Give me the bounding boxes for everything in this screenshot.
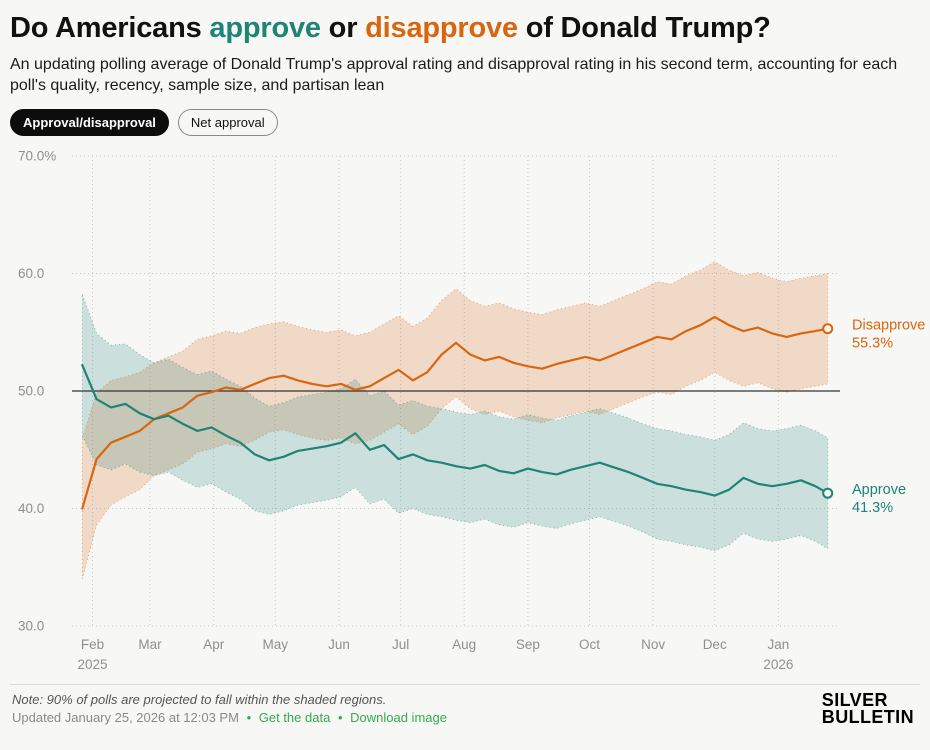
approve-end-name-label: Approve: [852, 482, 906, 498]
x-tick-label: Jun: [328, 637, 350, 652]
footer: Note: 90% of polls are projected to fall…: [10, 683, 920, 727]
disapprove-line: [81, 315, 829, 510]
download-image-link[interactable]: Download image: [350, 709, 447, 725]
footer-notes: Note: 90% of polls are projected to fall…: [12, 692, 447, 725]
x-tick-label: Aug: [452, 637, 476, 652]
logo-line-1: SILVER: [821, 689, 888, 710]
shaded-region-note: Note: 90% of polls are projected to fall…: [12, 691, 387, 707]
silver-bulletin-logo: SILVER BULLETIN: [821, 689, 918, 727]
updated-timestamp: Updated January 25, 2026 at 12:03 PM: [12, 709, 239, 725]
x-year-label: 2026: [763, 657, 793, 672]
x-tick-label: Mar: [138, 637, 162, 652]
x-tick-label: Jul: [392, 637, 409, 652]
title-prefix: Do Americans: [10, 12, 210, 44]
x-axis-labels: Feb 2025 Mar Apr May Jun Jul Aug Sep Oct Nov Dec Jan…: [77, 637, 793, 672]
updated-line: Updated January 25, 2026 at 12:03 PM • G…: [12, 710, 447, 725]
y-axis-labels: 70.0% 60.0 50.0 40.0 30.0: [18, 148, 56, 633]
x-tick-label: Apr: [203, 637, 225, 652]
x-tick-label: May: [263, 637, 289, 652]
y-tick-label: 30.0: [18, 618, 44, 633]
y-tick-label: 60.0: [18, 266, 44, 281]
series-end-markers: [822, 322, 834, 499]
x-tick-label: Sep: [516, 637, 540, 652]
x-tick-label: Feb: [81, 637, 104, 652]
approval-disapproval-chart: 70.0% 60.0 50.0 40.0 30.0 Feb 2025 Mar Apr May Ju…: [18, 148, 925, 672]
y-tick-label: 70.0%: [18, 148, 56, 163]
logo-line-2: BULLETIN: [821, 706, 914, 727]
series-lines: [81, 315, 829, 510]
confidence-bands: [81, 260, 829, 579]
x-tick-label: Dec: [703, 637, 727, 652]
title-approve-word: approve: [209, 12, 321, 44]
title-suffix: of Donald Trump?: [517, 12, 771, 44]
title-disapprove-word: disapprove: [365, 12, 518, 44]
approve-endpoint-marker: [822, 487, 834, 499]
disapprove-end-value-label: 55.3%: [852, 335, 893, 351]
disapprove-band: [81, 260, 829, 579]
bullet-separator: •: [246, 709, 252, 725]
disapprove-endpoint-marker: [822, 322, 834, 334]
y-tick-label: 40.0: [18, 501, 44, 516]
x-tick-label: Oct: [579, 637, 600, 652]
toggle-approval-disapproval[interactable]: Approval/disapproval: [10, 108, 169, 136]
approve-end-value-label: 41.3%: [852, 500, 893, 516]
view-toggle-group: Approval/disapproval Net approval: [10, 108, 920, 136]
page-title: Do Americans approve or disapprove of Do…: [10, 12, 920, 45]
bullet-separator-2: •: [337, 709, 343, 725]
title-middle: or: [320, 12, 366, 44]
x-year-label: 2025: [77, 657, 107, 672]
series-end-labels: Disapprove 55.3% Approve 41.3%: [852, 317, 925, 516]
x-tick-label: Jan: [768, 637, 790, 652]
get-the-data-link[interactable]: Get the data: [258, 709, 331, 725]
y-tick-label: 50.0: [18, 383, 44, 398]
disapprove-end-name-label: Disapprove: [852, 317, 925, 333]
y-gridlines: [72, 155, 840, 627]
x-tick-label: Nov: [641, 637, 665, 652]
approve-line: [81, 363, 829, 497]
toggle-net-approval[interactable]: Net approval: [177, 108, 278, 136]
page-subtitle: An updating polling average of Donald Tr…: [10, 56, 898, 95]
approve-band: [81, 293, 829, 551]
